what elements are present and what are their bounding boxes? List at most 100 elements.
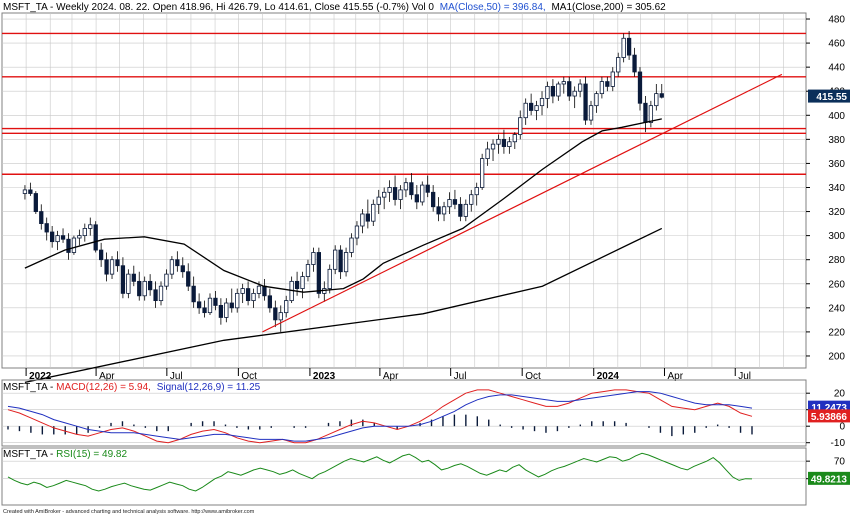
candle-body bbox=[561, 81, 566, 85]
candle-body bbox=[376, 196, 381, 205]
candle-body bbox=[632, 54, 637, 73]
candle-body bbox=[115, 259, 120, 267]
candle-body bbox=[207, 297, 213, 314]
price-tick-label: 360 bbox=[828, 159, 845, 170]
candle-body bbox=[333, 249, 338, 270]
price-tick-label: 260 bbox=[828, 279, 845, 290]
rsi-line bbox=[7, 452, 753, 492]
candle-body bbox=[528, 102, 534, 111]
price-tick-label: 480 bbox=[828, 15, 845, 26]
x-axis-label: 2022 bbox=[29, 371, 52, 382]
x-axis-label: Apr bbox=[383, 371, 399, 382]
candle-body bbox=[120, 265, 126, 294]
macd-badge bbox=[808, 409, 850, 423]
candle-body bbox=[82, 228, 87, 237]
candle-body bbox=[643, 102, 648, 123]
candle-body bbox=[458, 203, 463, 217]
candle-body bbox=[213, 297, 218, 306]
candle-body bbox=[501, 138, 507, 147]
rsi-badge bbox=[808, 471, 850, 485]
candle-body bbox=[616, 57, 621, 73]
x-axis-label: 2023 bbox=[313, 371, 336, 382]
candle-body bbox=[621, 37, 626, 58]
candle-body bbox=[240, 288, 245, 294]
candle-body bbox=[659, 93, 664, 98]
candle-body bbox=[480, 158, 485, 188]
x-axis-label: Apr bbox=[667, 371, 683, 382]
candle-body bbox=[425, 184, 430, 193]
rsi-panel: 705049.8213 bbox=[1, 447, 850, 506]
price-tick-label: 340 bbox=[828, 183, 845, 194]
candle-body bbox=[594, 93, 599, 107]
candle-body bbox=[202, 307, 207, 314]
candle-body bbox=[610, 71, 615, 87]
x-axis-label: 2024 bbox=[597, 371, 620, 382]
candle-body bbox=[588, 105, 594, 121]
signal-line bbox=[7, 391, 753, 442]
candle-body bbox=[50, 231, 55, 243]
candle-body bbox=[60, 235, 66, 240]
candle-body bbox=[403, 182, 409, 191]
candle-body bbox=[572, 90, 577, 97]
candle-body bbox=[654, 93, 659, 107]
candle-body bbox=[131, 273, 136, 282]
macd-tick-label: 0 bbox=[839, 422, 845, 433]
candle-body bbox=[567, 81, 572, 97]
candle-body bbox=[387, 187, 392, 193]
rsi-header: MSFT_TA - RSI(15) = 49.82 bbox=[3, 449, 127, 460]
candle-body bbox=[71, 237, 77, 253]
candle-body bbox=[311, 252, 316, 265]
price-tick-label: 220 bbox=[828, 327, 845, 338]
price-panel: 2002202402602803003203403603804004204404… bbox=[1, 12, 850, 384]
candle-body bbox=[360, 213, 365, 227]
candle-body bbox=[605, 81, 610, 87]
candle-body bbox=[637, 71, 643, 104]
candle-body bbox=[305, 264, 311, 277]
candle-body bbox=[420, 184, 425, 203]
candle-body bbox=[278, 312, 283, 321]
candle-body bbox=[22, 189, 28, 194]
x-axis-label: Oct bbox=[241, 371, 257, 382]
candle-body bbox=[545, 86, 550, 99]
candle-body bbox=[28, 189, 33, 194]
candle-body bbox=[186, 271, 191, 287]
price-tick-label: 280 bbox=[828, 255, 845, 266]
macd-header: MSFT_TA - MACD(12,26) = 5.94, Signal(12,… bbox=[3, 382, 261, 393]
candle-body bbox=[175, 259, 180, 267]
price-tick-label: 300 bbox=[828, 231, 845, 242]
candle-body bbox=[463, 203, 468, 217]
x-axis-label: Apr bbox=[99, 371, 115, 382]
candle-body bbox=[284, 300, 289, 314]
macd-frame bbox=[1, 379, 807, 447]
candle-body bbox=[414, 194, 419, 203]
candle-body bbox=[436, 206, 441, 215]
candle-body bbox=[441, 206, 447, 215]
ma200-line bbox=[24, 227, 663, 384]
candle-body bbox=[539, 98, 545, 107]
candle-body bbox=[452, 199, 458, 205]
candle-body bbox=[577, 83, 583, 92]
x-axis-label: Oct bbox=[525, 371, 541, 382]
candle-body bbox=[196, 301, 202, 309]
candle-body bbox=[534, 105, 539, 111]
price-tick-label: 400 bbox=[828, 111, 845, 122]
candle-body bbox=[294, 280, 300, 289]
macd-signal-badge-label: 11.2473 bbox=[811, 403, 847, 414]
candle-body bbox=[39, 211, 44, 224]
candle-body bbox=[142, 280, 147, 297]
candle-body bbox=[431, 191, 436, 208]
candle-body bbox=[496, 138, 501, 145]
macd-tick-label: 20 bbox=[834, 389, 846, 400]
price-header: MSFT_TA - Weekly 2024. 08. 22. Open 418.… bbox=[3, 2, 666, 13]
candle-body bbox=[474, 187, 479, 196]
price-tick-label: 320 bbox=[828, 207, 845, 218]
price-tick-label: 380 bbox=[828, 135, 845, 146]
candle-body bbox=[104, 259, 109, 275]
candle-body bbox=[273, 307, 278, 321]
candle-body bbox=[256, 285, 262, 294]
price-frame bbox=[1, 12, 807, 369]
footer-credit: Created with AmiBroker - advanced charti… bbox=[3, 509, 255, 515]
candle-body bbox=[338, 249, 343, 273]
